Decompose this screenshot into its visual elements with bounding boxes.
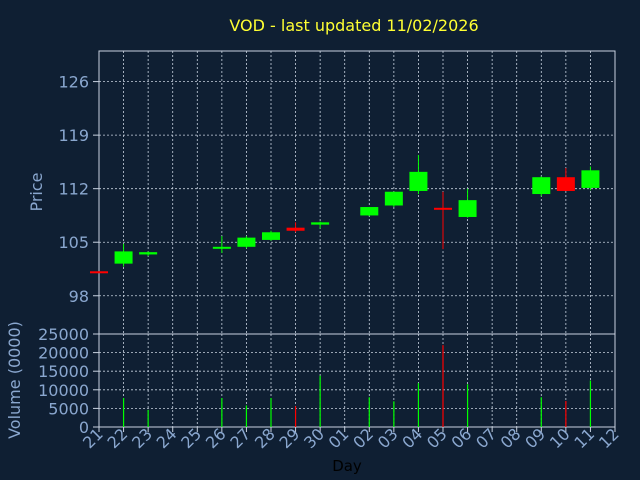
candle xyxy=(532,176,551,197)
volume-tick-label: 25000 xyxy=(38,325,89,344)
candle-body-up xyxy=(409,171,428,191)
price-y-tick-labels: 98 105 112 119 126 xyxy=(58,73,99,306)
candle xyxy=(360,207,379,217)
candle-body-down xyxy=(286,227,305,231)
candle xyxy=(409,155,428,195)
candle xyxy=(139,251,158,256)
candle-body-up xyxy=(237,237,256,247)
price-panel: 98 105 112 119 126 Price xyxy=(27,50,616,335)
candle-body-up xyxy=(212,246,231,249)
price-tick-label: 112 xyxy=(58,180,89,199)
volume-tick-label: 15000 xyxy=(38,362,89,381)
candle-body-up xyxy=(384,191,403,206)
candle-body-down xyxy=(556,177,575,191)
candle xyxy=(262,230,280,241)
candle xyxy=(384,191,403,208)
candle-body-up xyxy=(360,207,379,216)
price-tick-label: 126 xyxy=(58,73,89,92)
volume-tick-label: 0 xyxy=(79,418,89,437)
volume-y-axis-label: Volume (0000) xyxy=(5,321,24,439)
volume-plot-frame xyxy=(98,333,616,428)
candle-body-up xyxy=(311,222,330,225)
candle xyxy=(581,166,600,191)
candle-body-up xyxy=(139,252,158,255)
candle-body-up xyxy=(532,177,551,195)
price-grid xyxy=(99,51,615,334)
candle xyxy=(212,236,231,253)
chart-title: VOD - last updated 11/02/2026 xyxy=(229,16,478,35)
candle xyxy=(286,222,305,233)
candle xyxy=(556,168,575,191)
candle xyxy=(90,271,108,274)
price-y-axis-label: Price xyxy=(27,172,46,211)
price-tick-label: 119 xyxy=(58,126,89,145)
x-axis-label: Day xyxy=(332,457,362,475)
candle-body-down xyxy=(90,271,108,274)
candle-body-up xyxy=(581,170,600,188)
volume-tick-label: 20000 xyxy=(38,344,89,363)
candle-body-up xyxy=(262,232,280,240)
candle xyxy=(434,191,452,250)
candle xyxy=(114,243,133,267)
candle-body-up xyxy=(114,251,133,264)
candle-body-up xyxy=(458,200,477,217)
candle xyxy=(237,236,256,249)
volume-tick-label: 5000 xyxy=(48,399,89,418)
candlestick-series xyxy=(90,155,600,274)
volume-bar-series xyxy=(122,345,592,427)
price-tick-label: 105 xyxy=(58,233,89,252)
candle-body-down xyxy=(434,207,452,210)
volume-tick-label: 10000 xyxy=(38,381,89,400)
price-tick-label: 98 xyxy=(69,287,89,306)
candle xyxy=(458,188,477,218)
candle xyxy=(311,221,330,229)
